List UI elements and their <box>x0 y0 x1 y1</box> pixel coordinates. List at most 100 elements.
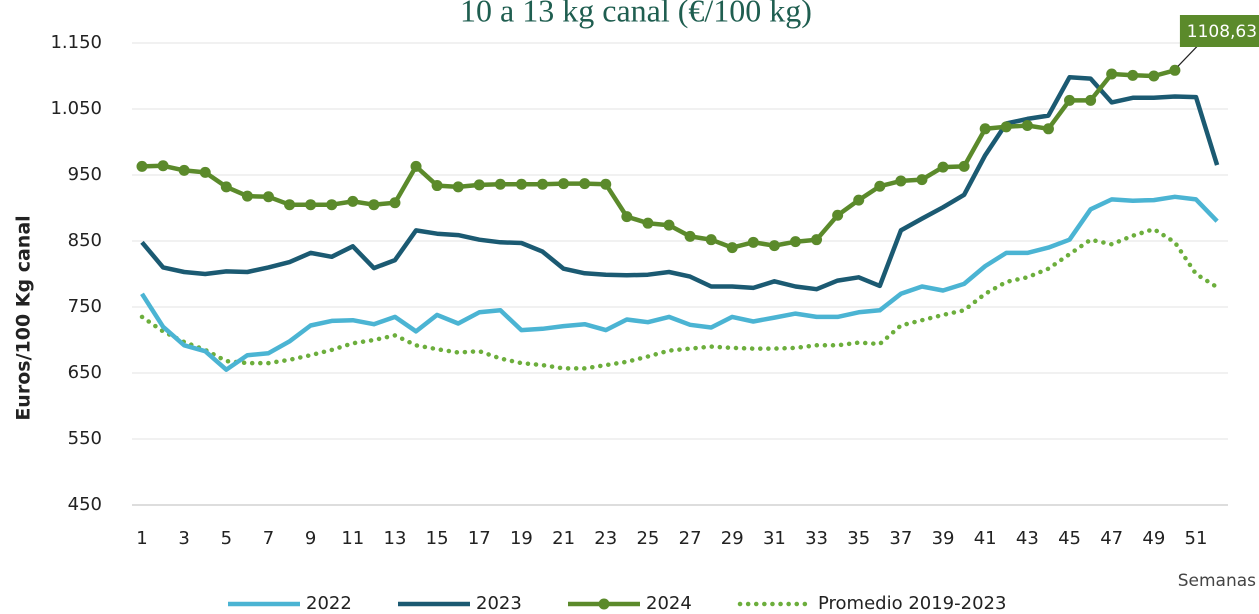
x-tick-label: 3 <box>178 528 189 549</box>
data-point <box>199 166 211 178</box>
chart-title: 10 a 13 kg canal (€/100 kg) <box>460 0 812 28</box>
data-point <box>1042 123 1054 135</box>
x-tick-label: 7 <box>263 528 274 549</box>
data-point <box>347 195 359 207</box>
data-point <box>389 197 401 209</box>
data-point <box>937 161 949 173</box>
x-tick-label: 13 <box>384 528 407 549</box>
legend-marker <box>598 598 610 610</box>
data-point <box>1000 121 1012 133</box>
data-point <box>979 123 991 135</box>
x-tick-label: 17 <box>468 528 491 549</box>
data-point <box>642 217 654 229</box>
annotation-box <box>1179 15 1259 47</box>
y-axis-label: Euros/100 Kg canal <box>13 215 35 420</box>
data-point <box>916 174 928 186</box>
x-tick-label: 35 <box>847 528 870 549</box>
data-point <box>326 199 338 211</box>
data-point <box>1127 69 1139 81</box>
x-tick-label: 51 <box>1185 528 1208 549</box>
data-point <box>958 160 970 172</box>
data-point <box>178 164 190 176</box>
series-line <box>139 226 1220 371</box>
y-tick-label: 550 <box>68 428 102 449</box>
data-point <box>410 160 422 172</box>
data-point <box>705 234 717 246</box>
data-point <box>895 175 907 187</box>
series-line <box>141 68 1176 250</box>
data-point <box>558 178 570 190</box>
data-point <box>262 191 274 203</box>
y-tick-label: 950 <box>68 164 102 185</box>
x-tick-label: 47 <box>1100 528 1123 549</box>
data-point <box>1085 94 1097 106</box>
data-point <box>747 236 759 248</box>
x-tick-label: 27 <box>679 528 702 549</box>
x-tick-label: 31 <box>763 528 786 549</box>
x-tick-label: 25 <box>636 528 659 549</box>
y-tick-label: 450 <box>68 494 102 515</box>
data-point <box>241 190 253 202</box>
x-tick-label: 29 <box>721 528 744 549</box>
data-label: 1108,63 <box>1187 22 1257 42</box>
legend-label: 2023 <box>476 593 522 614</box>
data-point <box>473 179 485 191</box>
x-tick-label: 43 <box>1016 528 1039 549</box>
data-point <box>136 160 148 172</box>
data-point <box>452 181 464 193</box>
x-tick-label: 21 <box>552 528 575 549</box>
x-tick-label: 1 <box>136 528 147 549</box>
x-tick-label: 19 <box>510 528 533 549</box>
x-tick-label: 39 <box>932 528 955 549</box>
y-tick-label: 750 <box>68 296 102 317</box>
x-tick-label: 9 <box>305 528 316 549</box>
y-tick-label: 650 <box>68 362 102 383</box>
data-point <box>515 178 527 190</box>
x-tick-label: 37 <box>889 528 912 549</box>
x-axis-label: Semanas <box>1178 571 1256 591</box>
data-point <box>494 178 506 190</box>
legend-label: 2022 <box>306 593 352 614</box>
data-point <box>832 209 844 221</box>
data-point <box>874 180 886 192</box>
x-tick-label: 23 <box>594 528 617 549</box>
data-point <box>811 234 823 246</box>
data-point <box>853 194 865 206</box>
y-tick-label: 850 <box>68 230 102 251</box>
data-point <box>684 230 696 242</box>
data-point <box>220 181 232 193</box>
x-tick-label: 33 <box>805 528 828 549</box>
x-tick-label: 15 <box>426 528 449 549</box>
x-tick-label: 41 <box>974 528 997 549</box>
x-tick-label: 45 <box>1058 528 1081 549</box>
data-point <box>1064 94 1076 106</box>
data-point <box>621 211 633 223</box>
data-point <box>1169 64 1181 76</box>
data-point <box>284 199 296 211</box>
x-tick-label: 49 <box>1142 528 1165 549</box>
x-tick-label: 11 <box>341 528 364 549</box>
x-tick-label: 5 <box>221 528 232 549</box>
legend-label: Promedio 2019-2023 <box>818 593 1006 614</box>
data-point <box>726 242 738 254</box>
data-point <box>157 160 169 172</box>
data-point <box>1021 120 1033 131</box>
data-point <box>768 240 780 252</box>
data-point <box>368 199 380 211</box>
data-point <box>431 180 443 192</box>
data-point <box>537 178 549 190</box>
data-point <box>600 178 612 190</box>
data-point <box>789 236 801 248</box>
data-point <box>663 219 675 231</box>
series-line <box>140 194 1219 372</box>
series-line <box>140 75 1220 292</box>
y-tick-label: 1.050 <box>50 98 102 119</box>
data-point <box>1106 68 1118 80</box>
data-point <box>579 178 591 190</box>
data-point <box>305 199 317 211</box>
y-tick-label: 1.150 <box>50 32 102 53</box>
legend-label: 2024 <box>646 593 692 614</box>
data-point <box>1148 70 1160 82</box>
